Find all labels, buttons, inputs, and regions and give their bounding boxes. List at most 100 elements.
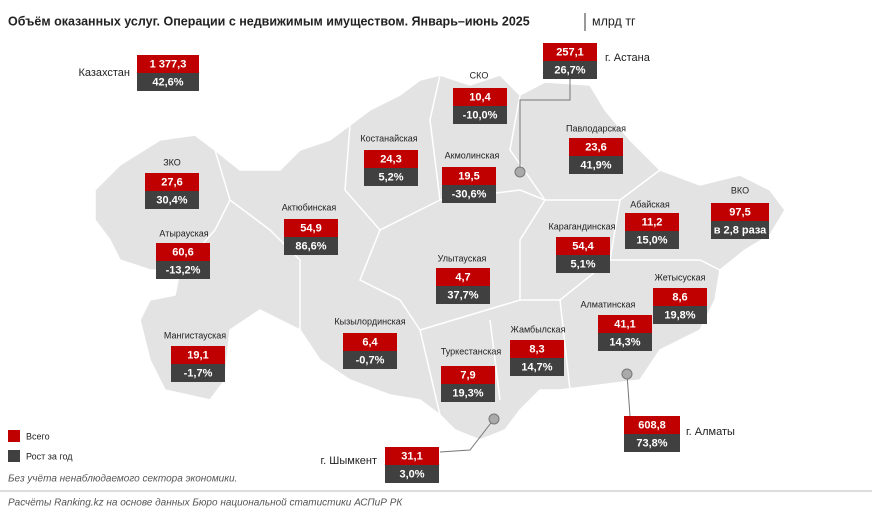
region-total: 1 377,3	[150, 58, 187, 70]
region-growth: 41,9%	[580, 159, 611, 171]
region-total: 23,6	[585, 141, 606, 153]
total-box	[343, 333, 397, 351]
region-total: 7,9	[460, 369, 475, 381]
legend-growth: Рост за год	[26, 451, 73, 461]
legend-swatch-total	[8, 430, 20, 442]
growth-box	[385, 465, 439, 483]
region-growth: -0,7%	[356, 354, 385, 366]
region-name: Павлодарская	[566, 123, 626, 133]
region-name: Атырауская	[159, 228, 208, 238]
region-name: г. Алматы	[686, 426, 735, 438]
region-name: г. Шымкент	[321, 455, 378, 467]
growth-box	[711, 221, 769, 239]
total-box	[436, 268, 490, 286]
region-growth: 37,7%	[447, 289, 478, 301]
region-growth: 3,0%	[399, 468, 424, 480]
total-box	[137, 55, 199, 73]
region-growth: в 2,8 раза	[714, 224, 767, 236]
total-box	[569, 138, 623, 156]
region-growth: 19,3%	[452, 387, 483, 399]
city-markers	[488, 166, 633, 425]
region-total: 97,5	[729, 206, 750, 218]
growth-box	[598, 333, 652, 351]
growth-box	[156, 261, 210, 279]
region-name: Казахстан	[78, 67, 130, 79]
region-total: 24,3	[380, 153, 401, 165]
growth-box	[436, 286, 490, 304]
total-box	[543, 43, 597, 61]
region-growth: 30,4%	[156, 194, 187, 206]
total-box	[625, 213, 679, 231]
region-name: Мангистауская	[164, 330, 226, 340]
region-name: Карагандинская	[548, 221, 615, 231]
region-total: 11,2	[642, 216, 663, 228]
region-growth: -13,2%	[166, 264, 201, 276]
region-name: Абайская	[630, 199, 670, 209]
region-name: ЗКО	[163, 157, 181, 167]
region-growth: -10,0%	[463, 109, 498, 121]
total-box	[385, 447, 439, 465]
region-name: Алматинская	[581, 299, 636, 309]
region-name: Жамбылская	[511, 324, 566, 334]
total-box	[510, 340, 564, 358]
region-total: 10,4	[469, 91, 491, 103]
growth-box	[653, 306, 707, 324]
growth-box	[510, 358, 564, 376]
region-name: Кызылординская	[334, 316, 405, 326]
source: Расчёты Ranking.kz на основе данных Бюро…	[8, 498, 403, 509]
region-name: СКО	[470, 70, 489, 80]
region-growth: 42,6%	[152, 76, 183, 88]
growth-box	[625, 231, 679, 249]
total-box	[171, 346, 225, 364]
growth-box	[137, 73, 199, 91]
region-total: 257,1	[556, 46, 584, 58]
region-total: 41,1	[614, 318, 635, 330]
total-box	[598, 315, 652, 333]
growth-box	[284, 237, 338, 255]
region-growth: 5,1%	[570, 258, 595, 270]
footnote: Без учёта ненаблюдаемого сектора экономи…	[8, 473, 237, 485]
region-total: 19,1	[187, 349, 208, 361]
region-name: Туркестанская	[441, 346, 502, 356]
total-box	[556, 237, 610, 255]
total-box	[145, 173, 199, 191]
region-growth: 15,0%	[636, 234, 667, 246]
region-total: 4,7	[455, 271, 470, 283]
region-total: 608,8	[638, 419, 666, 431]
unit: млрд тг	[592, 14, 636, 28]
region-name: Жетысуская	[655, 272, 706, 282]
region-name: Костанайская	[360, 133, 417, 143]
total-box	[711, 203, 769, 221]
region-growth: 19,8%	[664, 309, 695, 321]
region-total: 54,4	[572, 240, 594, 252]
growth-box	[543, 61, 597, 79]
region-total: 19,5	[458, 170, 479, 182]
growth-box	[569, 156, 623, 174]
growth-box	[364, 168, 418, 186]
region-growth: 86,6%	[295, 240, 326, 252]
pointer-lines	[439, 79, 631, 453]
region-name: Улытауская	[438, 253, 487, 263]
region-growth: 73,8%	[636, 437, 667, 449]
region-name: Актюбинская	[282, 202, 337, 212]
region-growth: -1,7%	[184, 367, 213, 379]
region-total: 6,4	[362, 336, 378, 348]
total-box	[441, 366, 495, 384]
region-name: ВКО	[731, 185, 749, 195]
growth-box	[453, 106, 507, 124]
total-box	[284, 219, 338, 237]
total-box	[156, 243, 210, 261]
region-total: 27,6	[161, 176, 182, 188]
region-total: 8,6	[672, 291, 687, 303]
region-growth: -30,6%	[452, 188, 487, 200]
region-growth: 14,3%	[609, 336, 640, 348]
total-box	[624, 416, 680, 434]
growth-box	[441, 384, 495, 402]
growth-box	[442, 185, 496, 203]
region-growth: 26,7%	[554, 64, 585, 76]
legend-total: Всего	[26, 431, 50, 441]
legend-swatch-growth	[8, 450, 20, 462]
region-growth: 14,7%	[521, 361, 552, 373]
region-total: 54,9	[300, 222, 321, 234]
